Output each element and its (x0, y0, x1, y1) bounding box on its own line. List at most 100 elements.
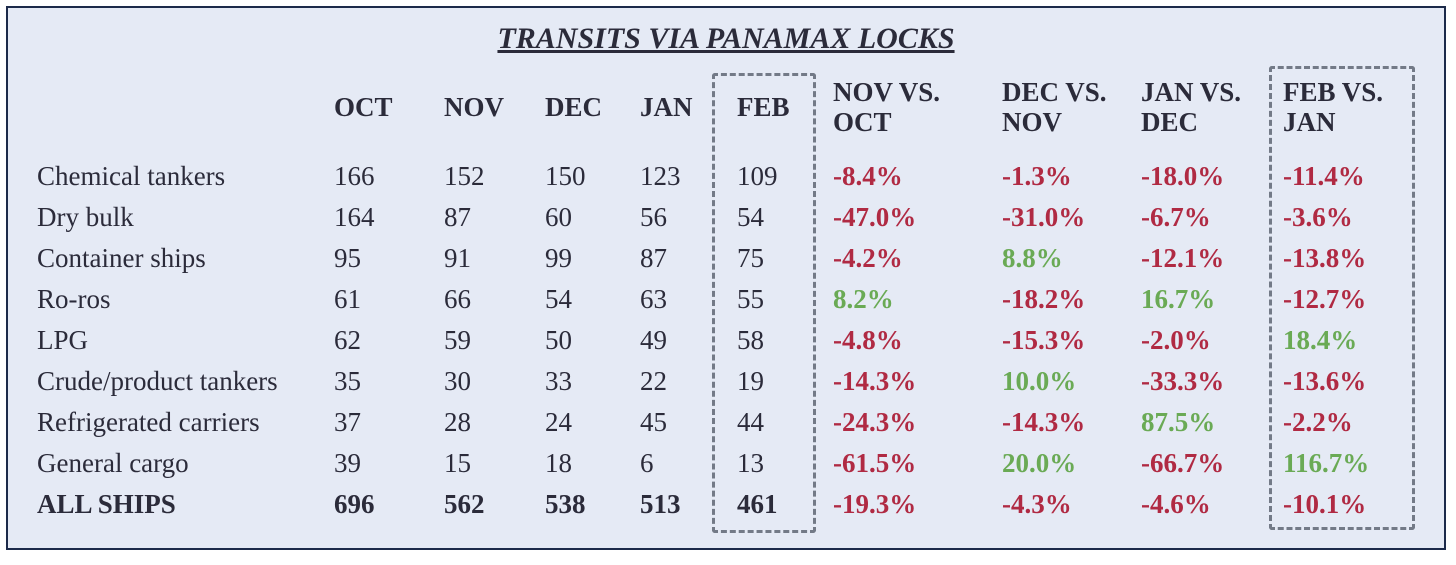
table-cell-value: 44 (737, 407, 764, 437)
table-cell-change: -24.3% (833, 407, 917, 437)
table-cell-value: 164 (334, 202, 375, 232)
column-header-feb-vs-jan: FEB VS. (1283, 77, 1384, 107)
row-label: LPG (37, 325, 89, 355)
column-header-oct: OCT (334, 92, 393, 122)
table-cell-change: -47.0% (833, 202, 917, 232)
table-cell-value: 54 (545, 284, 572, 314)
table-cell-value: 45 (640, 407, 667, 437)
row-label: Crude/product tankers (37, 366, 278, 396)
table-cell-change: -4.6% (1141, 489, 1211, 519)
table-cell-value: 60 (545, 202, 572, 232)
row-label: Ro-ros (37, 284, 111, 314)
table-cell-change: -66.7% (1141, 448, 1225, 478)
table-cell-change: -19.3% (833, 489, 917, 519)
table-cell-value: 152 (444, 161, 485, 191)
column-header-nov-vs-oct: NOV VS. (833, 77, 941, 107)
table-cell-value: 49 (640, 325, 667, 355)
table-title: TRANSITS VIA PANAMAX LOCKS (497, 22, 955, 55)
table-cell-change: 18.4% (1283, 325, 1358, 355)
column-header-nov: NOV (444, 92, 504, 122)
table-cell-change: 10.0% (1002, 366, 1077, 396)
table-cell-value: 28 (444, 407, 471, 437)
table-cell-change: -15.3% (1002, 325, 1086, 355)
table-cell-change: -33.3% (1141, 366, 1225, 396)
table-cell-change: -2.2% (1283, 407, 1353, 437)
table-cell-change: -10.1% (1283, 489, 1367, 519)
table-cell-change: -12.7% (1283, 284, 1367, 314)
table-cell-change: 16.7% (1141, 284, 1216, 314)
table-cell-change: 87.5% (1141, 407, 1216, 437)
table-cell-value: 61 (334, 284, 361, 314)
table-cell-change: -61.5% (833, 448, 917, 478)
column-header-feb-vs-jan-line2: JAN (1283, 107, 1336, 137)
table-cell-change: -18.2% (1002, 284, 1086, 314)
row-label: Refrigerated carriers (37, 407, 260, 437)
table-cell-value: 58 (737, 325, 764, 355)
table-cell-value: 56 (640, 202, 667, 232)
column-header-jan-vs-dec: JAN VS. (1141, 77, 1242, 107)
table-panel: TRANSITS VIA PANAMAX LOCKS OCT NOV DEC JAN F… (6, 6, 1446, 550)
feb-vs-jan-column-highlight (1269, 66, 1415, 530)
column-header-dec: DEC (545, 92, 603, 122)
table-cell-value: 123 (640, 161, 681, 191)
table-cell-value: 54 (737, 202, 764, 232)
table-cell-value: 13 (737, 448, 764, 478)
table-cell-value: 30 (444, 366, 471, 396)
table-cell-change: -6.7% (1141, 202, 1211, 232)
row-label: Dry bulk (37, 202, 134, 232)
table-cell-change: 8.8% (1002, 243, 1063, 273)
table-cell-change: 8.2% (833, 284, 894, 314)
column-header-feb: FEB (737, 92, 790, 122)
row-label: ALL SHIPS (37, 489, 176, 519)
column-header-dec-vs-nov-line2: NOV (1002, 107, 1062, 137)
column-header-jan: JAN (640, 92, 693, 122)
table-cell-change: -12.1% (1141, 243, 1225, 273)
table-cell-value: 66 (444, 284, 471, 314)
table-cell-change: -14.3% (1002, 407, 1086, 437)
table-cell-change: 20.0% (1002, 448, 1077, 478)
table-cell-value: 50 (545, 325, 572, 355)
table-cell-value: 461 (737, 489, 778, 519)
table-cell-value: 75 (737, 243, 764, 273)
table-cell-value: 55 (737, 284, 764, 314)
table-cell-value: 33 (545, 366, 572, 396)
table-cell-value: 62 (334, 325, 361, 355)
table-cell-value: 166 (334, 161, 375, 191)
column-header-dec-vs-nov: DEC VS. (1002, 77, 1107, 107)
table-cell-value: 15 (444, 448, 471, 478)
table-cell-value: 150 (545, 161, 586, 191)
table-cell-value: 24 (545, 407, 572, 437)
table-cell-value: 63 (640, 284, 667, 314)
table-cell-value: 39 (334, 448, 361, 478)
table-cell-value: 87 (444, 202, 471, 232)
table-cell-change: -14.3% (833, 366, 917, 396)
table-cell-value: 696 (334, 489, 375, 519)
table-cell-value: 59 (444, 325, 471, 355)
table-cell-value: 6 (640, 448, 654, 478)
table-cell-change: -2.0% (1141, 325, 1211, 355)
table-cell-change: -4.8% (833, 325, 903, 355)
table-cell-value: 37 (334, 407, 361, 437)
table-cell-change: -4.2% (833, 243, 903, 273)
table-cell-change: -3.6% (1283, 202, 1353, 232)
row-label: Container ships (37, 243, 206, 273)
table-cell-value: 19 (737, 366, 764, 396)
column-header-jan-vs-dec-line2: DEC (1141, 107, 1199, 137)
table-cell-value: 18 (545, 448, 572, 478)
table-cell-change: -4.3% (1002, 489, 1072, 519)
table-cell-change: -13.8% (1283, 243, 1367, 273)
table-cell-value: 99 (545, 243, 572, 273)
table-cell-value: 22 (640, 366, 667, 396)
table-cell-value: 513 (640, 489, 681, 519)
table-cell-change: -11.4% (1283, 161, 1365, 191)
feb-column-highlight (712, 73, 816, 533)
column-header-nov-vs-oct-line2: OCT (833, 107, 892, 137)
table-cell-change: -1.3% (1002, 161, 1072, 191)
table-cell-value: 35 (334, 366, 361, 396)
table-cell-change: 116.7% (1283, 448, 1370, 478)
row-label: General cargo (37, 448, 189, 478)
table-cell-value: 109 (737, 161, 778, 191)
table-cell-change: -13.6% (1283, 366, 1367, 396)
table-cell-value: 87 (640, 243, 667, 273)
table-cell-value: 91 (444, 243, 471, 273)
